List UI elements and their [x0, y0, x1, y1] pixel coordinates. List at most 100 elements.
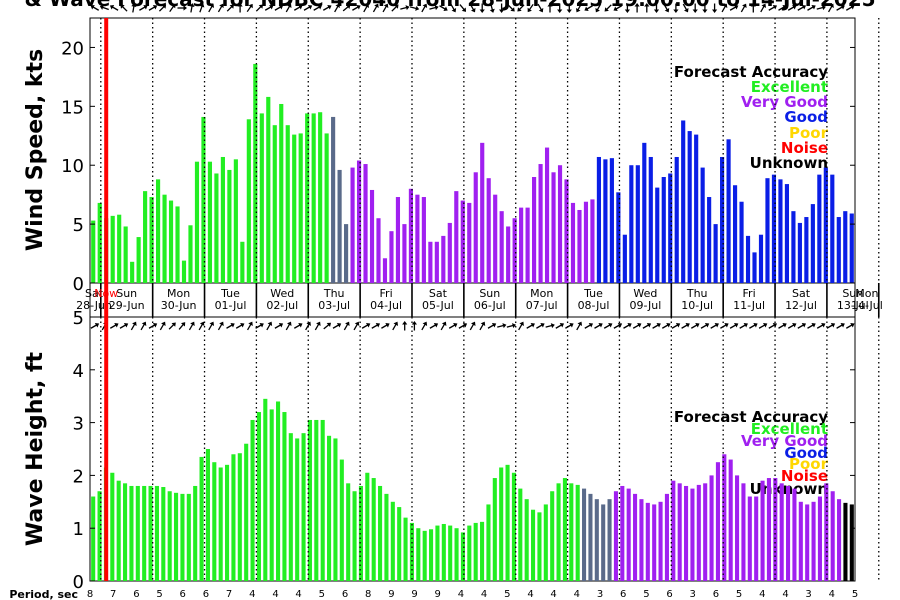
- wave-bar: [537, 512, 542, 581]
- wave-bar: [709, 475, 714, 581]
- wind-bar: [156, 179, 161, 283]
- direction-arrow-icon: [226, 322, 235, 329]
- wind-bar: [91, 220, 96, 283]
- wave-ytick-label: 4: [73, 361, 84, 382]
- wind-bar: [694, 134, 699, 283]
- wave-bar: [684, 485, 689, 581]
- direction-arrow-icon: [266, 321, 273, 331]
- wind-ytick-label: 10: [61, 156, 84, 177]
- direction-arrow-icon: [90, 4, 100, 11]
- wind-ytick-label: 20: [61, 38, 84, 59]
- wind-bar: [460, 200, 465, 283]
- direction-arrow-icon: [469, 321, 476, 331]
- day-label-weekday: Mon: [530, 287, 553, 300]
- wave-bar: [575, 484, 580, 581]
- wind-bar: [350, 167, 355, 283]
- direction-arrow-icon: [673, 3, 679, 13]
- wave-bar: [263, 398, 268, 581]
- direction-arrow-icon: [293, 4, 303, 11]
- direction-arrow-icon: [459, 4, 467, 12]
- wave-bar: [365, 472, 370, 581]
- direction-arrow-icon: [303, 4, 313, 11]
- day-labels: Sat28-JunSun29-JunMon30-JunTue01-JulWed0…: [76, 287, 883, 312]
- wave-bars: [91, 398, 854, 581]
- wind-bar: [577, 209, 582, 283]
- day-label-date: 14-Jul: [851, 299, 883, 312]
- direction-arrow-icon: [797, 4, 807, 11]
- wind-bar: [162, 194, 167, 283]
- direction-arrow-icon: [139, 4, 148, 11]
- wind-bar: [538, 164, 543, 283]
- wave-bar: [91, 496, 96, 581]
- now-label: Now: [94, 287, 118, 300]
- day-label-weekday: Sat: [85, 287, 104, 300]
- direction-arrow-icon: [526, 322, 535, 329]
- wind-bar: [369, 189, 375, 283]
- period-value: 6: [133, 589, 139, 600]
- wind-direction-arrows: [90, 3, 855, 13]
- wind-bar: [298, 133, 303, 283]
- direction-arrow-icon: [721, 3, 728, 13]
- period-value: 4: [782, 589, 788, 600]
- direction-arrow-icon: [729, 322, 739, 329]
- direction-arrow-icon: [634, 3, 640, 13]
- wave-bar: [766, 478, 771, 581]
- direction-arrow-icon: [400, 5, 410, 11]
- wind-bar: [447, 222, 452, 283]
- wave-bar: [371, 478, 376, 581]
- wave-bar: [696, 484, 701, 581]
- direction-arrow-icon: [314, 321, 321, 331]
- wave-bar: [448, 525, 453, 581]
- wave-bar: [454, 528, 459, 581]
- period-value: 4: [272, 589, 278, 600]
- wave-bar: [129, 485, 134, 581]
- day-label-date: 29-Jun: [109, 299, 145, 312]
- direction-arrow-icon: [448, 322, 458, 329]
- wind-bar: [778, 179, 783, 283]
- day-label-date: 12-Jul: [785, 299, 817, 312]
- wave-ytick-label: 1: [73, 519, 84, 540]
- direction-arrow-icon: [322, 4, 332, 11]
- wind-bar: [557, 165, 563, 283]
- period-value: 3: [690, 589, 696, 600]
- wave-bar: [390, 501, 395, 581]
- direction-arrow-icon: [575, 3, 582, 13]
- direction-arrow-icon: [652, 322, 661, 329]
- wave-bar: [728, 459, 733, 581]
- wind-bar: [635, 165, 640, 283]
- direction-arrow-icon: [285, 3, 292, 13]
- wave-bar: [180, 493, 185, 581]
- wave-bar: [205, 449, 210, 581]
- wave-ytick-label: 5: [73, 308, 84, 329]
- wave-bar: [715, 462, 720, 581]
- period-value: 6: [620, 589, 626, 600]
- wind-bar: [266, 96, 271, 283]
- direction-arrow-icon: [681, 322, 690, 329]
- direction-arrow-icon: [411, 321, 417, 331]
- direction-arrow-icon: [566, 3, 572, 13]
- wind-bar: [110, 215, 115, 283]
- wind-bar: [784, 184, 789, 283]
- day-label-date: 09-Jul: [629, 299, 661, 312]
- wind-bar: [363, 164, 368, 283]
- direction-arrow-icon: [537, 3, 544, 13]
- wind-bar: [616, 192, 621, 283]
- direction-arrow-icon: [353, 321, 360, 331]
- wind-bar: [726, 139, 731, 283]
- period-value: 6: [203, 589, 209, 600]
- day-label-date: 06-Jul: [474, 299, 506, 312]
- wind-bar: [143, 191, 148, 283]
- direction-arrow-icon: [595, 3, 602, 13]
- wind-bar: [376, 218, 381, 283]
- wave-bar: [843, 502, 848, 581]
- wave-bar: [314, 419, 319, 581]
- wind-bar: [765, 178, 770, 283]
- wave-bar: [760, 480, 765, 581]
- wind-legend-unknown: Unknown: [750, 154, 828, 172]
- wind-bar: [480, 142, 485, 283]
- direction-arrow-icon: [826, 322, 836, 329]
- wind-bar: [687, 131, 692, 283]
- wave-bar: [301, 433, 306, 581]
- wind-bar: [415, 194, 420, 283]
